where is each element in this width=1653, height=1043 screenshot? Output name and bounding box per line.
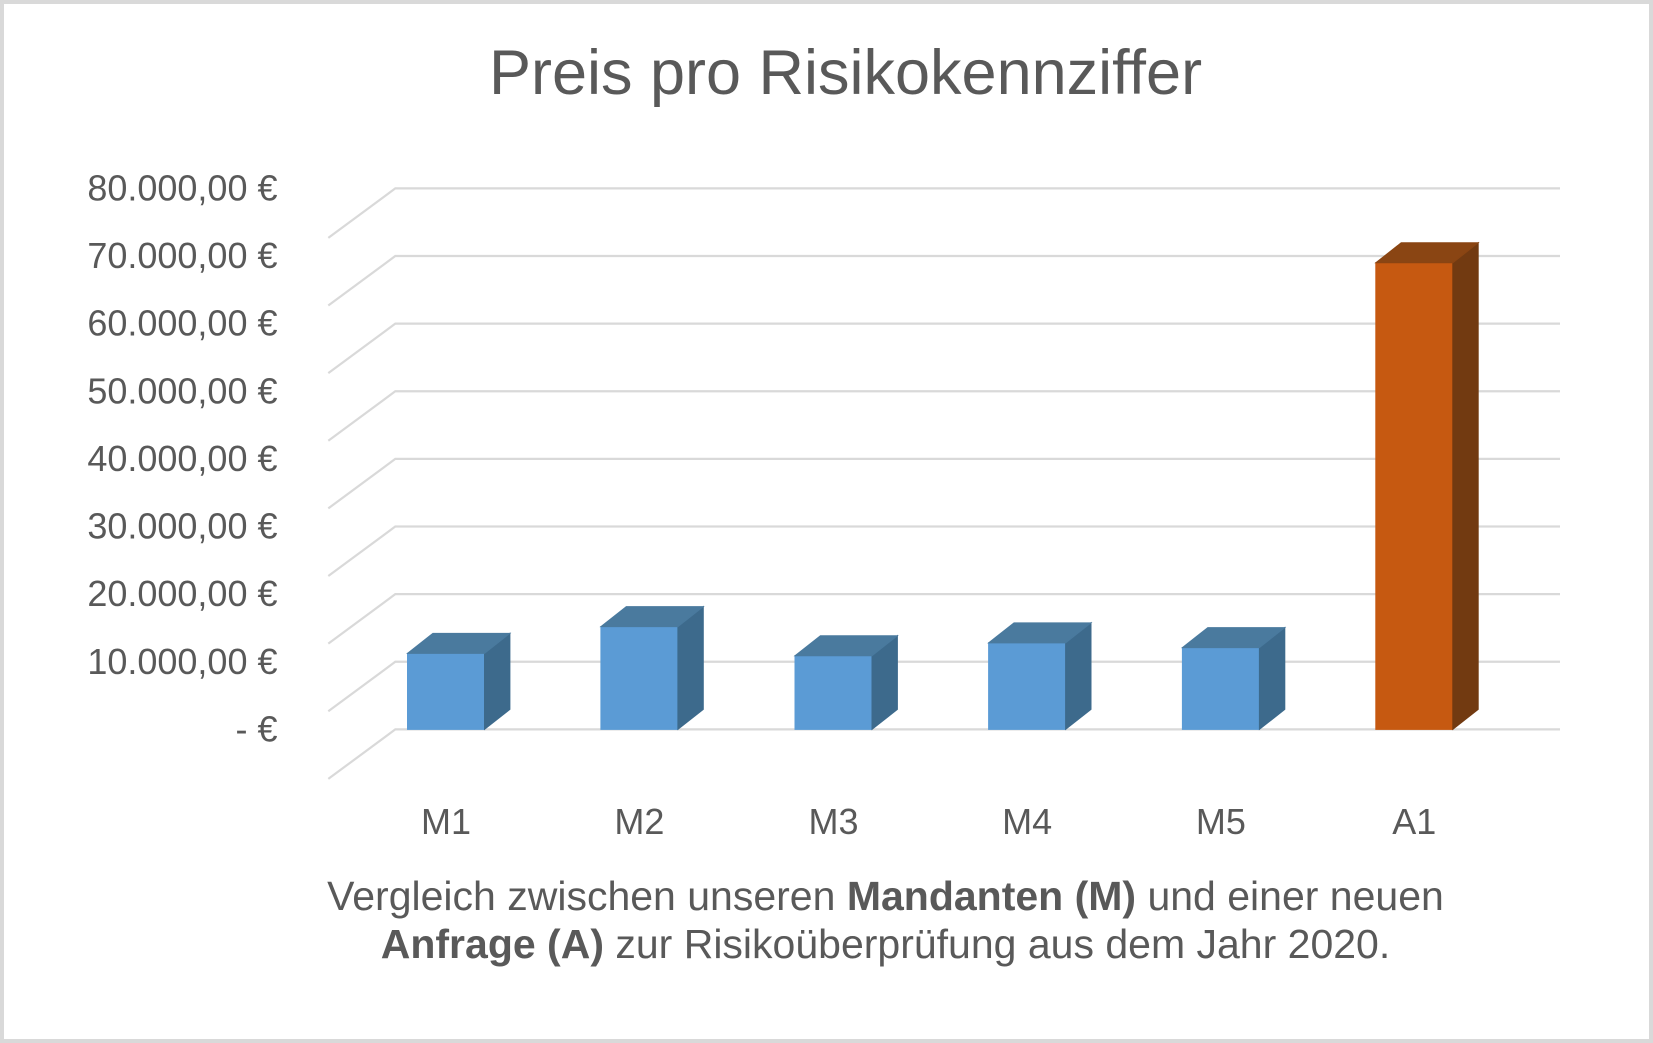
svg-text:20.000,00 €: 20.000,00 € (87, 573, 277, 614)
svg-text:M2: M2 (614, 801, 664, 842)
svg-text:40.000,00 €: 40.000,00 € (87, 438, 277, 479)
svg-text:- €: - € (235, 708, 277, 749)
svg-text:10.000,00 €: 10.000,00 € (87, 641, 277, 682)
svg-text:70.000,00 €: 70.000,00 € (87, 235, 277, 276)
svg-text:30.000,00 €: 30.000,00 € (87, 506, 277, 547)
svg-text:M1: M1 (421, 801, 471, 842)
svg-text:80.000,00 €: 80.000,00 € (87, 167, 277, 208)
svg-text:A1: A1 (1392, 801, 1436, 842)
svg-text:M4: M4 (1002, 801, 1052, 842)
svg-text:50.000,00 €: 50.000,00 € (87, 370, 277, 411)
svg-text:60.000,00 €: 60.000,00 € (87, 303, 277, 344)
svg-text:M3: M3 (808, 801, 858, 842)
svg-text:M5: M5 (1196, 801, 1246, 842)
